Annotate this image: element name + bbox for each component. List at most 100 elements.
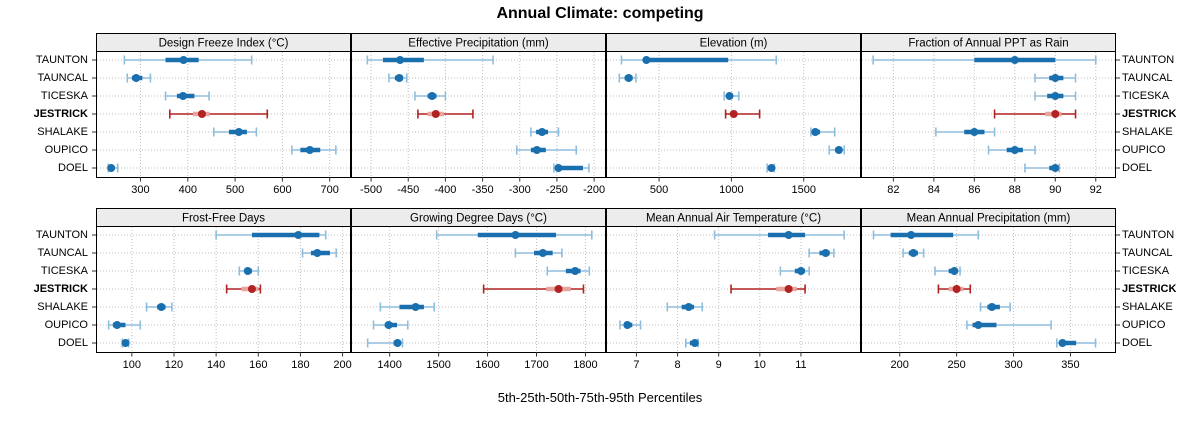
median-dot [243, 267, 252, 275]
median-dot [1051, 74, 1060, 82]
panel-strip-title: Mean Annual Air Temperature (°C) [646, 213, 821, 225]
panel-fraction-of-annual-ppt-as-rain: Fraction of Annual PPT as Rain 82 84 86 88 90… [861, 33, 1120, 201]
station-label-ticeska: TICESKA [40, 265, 88, 277]
median-dot [1051, 164, 1060, 172]
median-dot [113, 321, 122, 329]
series-tauncal [618, 73, 637, 83]
x-tick-label: -250 [546, 184, 568, 196]
station-label-tauncal: TAUNCAL [37, 72, 88, 84]
x-tick-label: 9 [716, 359, 722, 371]
median-dot [725, 92, 734, 100]
x-tick-label: 1000 [719, 184, 743, 196]
median-dot [767, 164, 776, 172]
panel-strip-title: Growing Degree Days (°C) [410, 213, 547, 225]
median-dot [1051, 110, 1060, 118]
series-tauncal [1034, 73, 1077, 83]
station-label-shalake: SHALAKE [37, 126, 88, 138]
station-label-tauncal: TAUNCAL [1122, 72, 1173, 84]
panel-plot: Frost-Free Days 100 120 140 160 180 200 [92, 208, 352, 371]
series-ticeska [723, 91, 740, 101]
series-jestrick [937, 284, 972, 294]
panel-plot: Elevation (m) 500 1000 1500 [606, 33, 861, 196]
median-dot [1010, 146, 1019, 154]
median-dot [179, 56, 188, 64]
series-shalake [379, 302, 436, 312]
x-tick-label: 88 [1009, 184, 1021, 196]
panel-growing-degree-days-c: Growing Degree Days (°C) 1400 1500 1600 1700… [351, 208, 607, 376]
station-label-jestrick: JESTRICK [1122, 283, 1177, 295]
x-tick-label: 250 [947, 359, 965, 371]
panel-mean-annual-air-temperature-c: Mean Annual Air Temperature (°C) 7 8 9 10 11 [606, 208, 862, 376]
median-dot [538, 128, 547, 136]
series-doel [107, 163, 119, 173]
median-dot [1051, 92, 1060, 100]
median-dot [234, 128, 243, 136]
station-label-oupico: OUPICO [1122, 144, 1166, 156]
median-dot [197, 110, 206, 118]
series-tauncal [808, 248, 835, 258]
series-doel [684, 338, 699, 348]
x-tick-label: -500 [360, 184, 382, 196]
series-shalake [145, 302, 173, 312]
panel-strip-title: Effective Precipitation (mm) [408, 38, 549, 50]
series-shalake [979, 302, 1011, 312]
x-tick-label: 84 [928, 184, 940, 196]
median-dot [179, 92, 188, 100]
series-taunton [620, 55, 778, 65]
x-tick-label: 400 [179, 184, 197, 196]
x-tick-label: 160 [249, 359, 267, 371]
median-dot [1010, 56, 1019, 64]
x-tick-label: 140 [207, 359, 225, 371]
x-tick-label: 1800 [573, 359, 597, 371]
x-tick-label: -450 [397, 184, 419, 196]
median-dot [684, 303, 693, 311]
x-tick-label: 600 [273, 184, 291, 196]
x-tick-label: 1700 [524, 359, 548, 371]
station-label-doel: DOEL [1122, 162, 1152, 174]
median-dot [121, 339, 130, 347]
station-label-doel: DOEL [58, 337, 88, 349]
panel-effective-precipitation-mm: Effective Precipitation (mm) -500 -450 -400… [351, 33, 607, 201]
median-dot [511, 231, 520, 239]
panel-plot: Mean Annual Air Temperature (°C) 7 8 9 10 11 [606, 208, 861, 371]
panel-plot: Design Freeze Index (°C) 300 400 500 600 700 [92, 33, 351, 196]
station-label-ticeska: TICESKA [1122, 265, 1170, 277]
series-tauncal [126, 73, 152, 83]
median-dot [247, 285, 256, 293]
station-label-ticeska: TICESKA [1122, 90, 1170, 102]
median-dot [952, 285, 961, 293]
series-taunton [713, 230, 845, 240]
series-shalake [935, 127, 996, 137]
chart-title: Annual Climate: competing [496, 5, 704, 22]
station-label-shalake: SHALAKE [1122, 126, 1173, 138]
x-tick-label: 1600 [475, 359, 499, 371]
panel-elevation-m: Elevation (m) 500 1000 1500 [606, 33, 862, 201]
station-label-shalake: SHALAKE [37, 301, 88, 313]
median-dot [907, 231, 916, 239]
series-tauncal [902, 248, 925, 258]
x-tick-label: 120 [165, 359, 183, 371]
series-doel [1056, 338, 1097, 348]
series-shalake [530, 127, 560, 137]
series-ticeska [546, 266, 591, 276]
median-dot [796, 267, 805, 275]
median-dot [538, 249, 547, 257]
series-shalake [666, 302, 704, 312]
panel-plot: Mean Annual Precipitation (mm) 200 250 300 3… [861, 208, 1120, 371]
median-dot [132, 74, 141, 82]
x-tick-label: 1400 [377, 359, 401, 371]
median-dot [784, 231, 793, 239]
panel-strip-title: Frost-Free Days [182, 213, 265, 225]
median-dot [811, 128, 820, 136]
median-dot [642, 56, 651, 64]
x-tick-label: 1500 [791, 184, 815, 196]
median-dot [987, 303, 996, 311]
series-doel [1024, 163, 1061, 173]
x-tick-label: 82 [887, 184, 899, 196]
series-taunton [215, 230, 327, 240]
median-dot [532, 146, 541, 154]
series-shalake [810, 127, 836, 137]
x-tick-label: 7 [633, 359, 639, 371]
series-ticeska [414, 91, 447, 101]
